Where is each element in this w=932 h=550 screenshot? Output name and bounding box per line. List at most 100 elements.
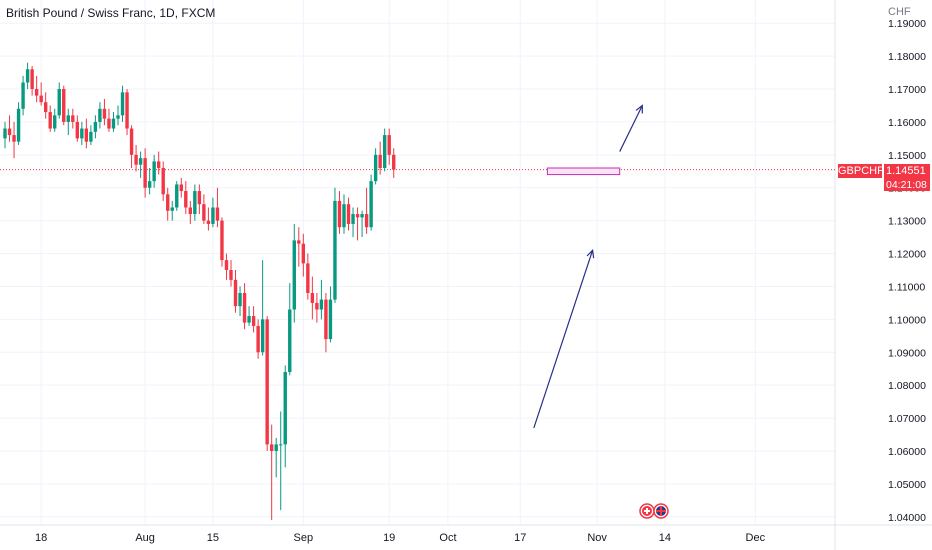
candle	[224, 253, 229, 280]
candle	[242, 283, 247, 330]
candle-body	[12, 135, 16, 142]
candle	[197, 184, 202, 215]
candle	[57, 82, 61, 119]
candle-body	[373, 154, 378, 182]
candle	[21, 75, 25, 116]
candle-body	[57, 89, 61, 116]
x-tick-label: 15	[207, 532, 219, 544]
candle	[215, 187, 220, 228]
candle-body	[170, 207, 174, 211]
candle	[147, 168, 152, 195]
candle	[373, 148, 378, 185]
candle	[138, 151, 143, 178]
candle	[166, 187, 170, 221]
candle	[193, 184, 197, 221]
candle-body	[179, 184, 183, 192]
candle-body	[152, 161, 156, 182]
candle-body	[242, 293, 247, 323]
x-tick-label: 18	[35, 532, 47, 544]
candle-body	[34, 89, 39, 96]
trend-arrow-short	[619, 104, 643, 152]
y-tick-label: 1.05000	[888, 479, 926, 491]
candle	[107, 108, 111, 132]
candle	[382, 128, 387, 172]
candle	[12, 121, 16, 159]
candle-body	[111, 118, 116, 129]
candle-body	[156, 161, 161, 168]
candle-body	[193, 191, 197, 215]
candle	[111, 112, 116, 132]
candle	[229, 260, 233, 287]
candle-body	[175, 184, 179, 208]
candle	[297, 227, 301, 267]
candle-body	[328, 299, 333, 340]
candle-body	[215, 207, 220, 221]
candle	[93, 115, 98, 139]
candle	[39, 82, 43, 106]
bar-countdown: 04:21:08	[884, 178, 930, 191]
y-tick-label: 1.06000	[888, 446, 926, 458]
candle-body	[351, 214, 355, 224]
candle-body	[25, 69, 30, 83]
candle-body	[202, 204, 206, 221]
y-tick-label: 1.13000	[888, 216, 926, 228]
x-tick-label: Dec	[746, 532, 766, 544]
candle	[288, 283, 292, 376]
candle-body	[369, 181, 373, 228]
trend-arrow-short-head	[635, 104, 643, 114]
candle-body	[360, 214, 364, 218]
y-tick-label: 1.04000	[888, 512, 926, 524]
y-tick-label: 1.11000	[888, 281, 925, 293]
candle	[170, 200, 174, 221]
candle-body	[125, 92, 129, 129]
candle	[62, 85, 66, 126]
candle-body	[346, 204, 351, 224]
candle	[342, 194, 346, 234]
candle	[360, 210, 364, 238]
trend-arrow-short-shaft	[619, 105, 643, 152]
candle	[387, 128, 391, 165]
y-tick-label: 1.07000	[888, 413, 926, 425]
candle	[279, 411, 283, 511]
candle-body	[229, 270, 233, 280]
x-tick-label: 14	[659, 532, 671, 544]
candle-body	[3, 128, 7, 139]
candle	[179, 177, 183, 198]
candle-body	[206, 220, 211, 224]
candle	[125, 89, 129, 136]
demand-zone	[546, 167, 621, 176]
candles	[3, 62, 396, 521]
candle	[310, 276, 315, 320]
candle-body	[75, 121, 80, 139]
candle	[89, 125, 93, 145]
candle	[156, 151, 161, 175]
candle	[66, 108, 70, 136]
candle	[283, 365, 287, 468]
candle	[116, 105, 120, 126]
candle-body	[274, 444, 278, 451]
candle-body	[279, 444, 283, 446]
candle-body	[355, 214, 360, 218]
y-tick-label: 1.19000	[888, 18, 926, 30]
candle-body	[256, 325, 260, 353]
candle	[71, 108, 75, 129]
grid	[0, 0, 835, 525]
candle	[247, 306, 251, 326]
candle-body	[247, 316, 251, 323]
candle	[324, 293, 328, 353]
candle	[43, 92, 48, 119]
candle	[319, 279, 324, 320]
y-tick-label: 1.12000	[888, 249, 926, 261]
candle-body	[392, 154, 396, 170]
y-tick-label: 1.08000	[888, 380, 926, 392]
candle	[265, 316, 269, 451]
candle	[346, 197, 351, 231]
candle-body	[283, 372, 287, 445]
candle	[188, 200, 193, 224]
candle	[328, 286, 333, 343]
y-tick-label: 1.16000	[888, 117, 926, 129]
chart-title: British Pound / Swiss Franc, 1D, FXCM	[6, 6, 216, 20]
candle-body	[129, 128, 134, 155]
candle	[184, 181, 188, 215]
